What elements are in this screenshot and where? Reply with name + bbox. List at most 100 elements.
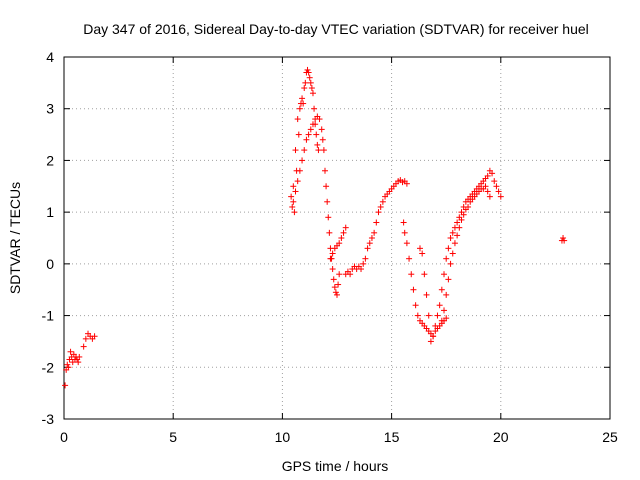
- data-point: [289, 203, 296, 210]
- x-tick-label: 0: [60, 429, 68, 445]
- data-point: [438, 286, 445, 293]
- data-point: [465, 203, 472, 210]
- data-point: [347, 271, 354, 278]
- data-point: [329, 266, 336, 273]
- data-point: [342, 224, 349, 231]
- data-point: [301, 85, 308, 92]
- data-point: [456, 224, 463, 231]
- data-point: [379, 198, 386, 205]
- data-point: [373, 219, 380, 226]
- data-point: [458, 216, 465, 223]
- data-point: [427, 338, 434, 345]
- data-point: [294, 116, 301, 123]
- data-point: [321, 167, 328, 174]
- x-tick-label: 5: [169, 429, 177, 445]
- data-point: [290, 198, 297, 205]
- data-point: [305, 69, 312, 76]
- data-point: [491, 178, 498, 185]
- data-point: [449, 250, 456, 257]
- data-point: [454, 219, 461, 226]
- data-point: [371, 229, 378, 236]
- data-point: [377, 203, 384, 210]
- data-point: [324, 198, 331, 205]
- data-point: [360, 260, 367, 267]
- data-point: [315, 147, 322, 154]
- data-point: [368, 235, 375, 241]
- data-point: [412, 302, 419, 309]
- y-tick-label: 3: [46, 101, 54, 117]
- data-point: [366, 240, 373, 247]
- data-point: [338, 235, 345, 241]
- data-point: [65, 364, 72, 371]
- data-point: [408, 271, 415, 278]
- data-point: [323, 183, 330, 190]
- data-point: [292, 188, 299, 195]
- data-point: [449, 229, 456, 236]
- plot-border: [63, 56, 611, 420]
- data-point: [340, 229, 347, 236]
- data-point: [291, 209, 298, 216]
- data-point: [416, 245, 423, 252]
- data-point: [443, 291, 450, 298]
- data-point: [295, 131, 302, 138]
- data-point: [486, 193, 493, 200]
- data-point: [320, 147, 327, 154]
- x-tick-label: 10: [275, 429, 291, 445]
- data-point: [307, 79, 314, 86]
- data-point: [296, 105, 303, 112]
- data-point: [403, 240, 410, 247]
- x-tick-label: 20: [493, 429, 509, 445]
- data-point: [288, 193, 295, 200]
- data-point: [316, 116, 323, 123]
- data-point: [432, 322, 439, 329]
- y-axis-ticks: -3 -2 -1 0 1 2 3 4: [42, 49, 610, 427]
- x-axis-label: GPS time / hours: [282, 458, 389, 474]
- data-point: [482, 183, 489, 190]
- data-point: [443, 315, 450, 322]
- data-point: [309, 121, 316, 128]
- data-point: [436, 302, 443, 309]
- data-point: [445, 245, 452, 252]
- data-point: [434, 312, 441, 319]
- data-point: [332, 289, 339, 296]
- x-tick-label: 15: [384, 429, 400, 445]
- data-point: [454, 232, 461, 239]
- data-point: [362, 255, 369, 262]
- data-point: [326, 229, 333, 236]
- y-tick-label: 1: [46, 204, 54, 220]
- y-tick-label: 2: [46, 152, 54, 168]
- y-tick-label: 0: [46, 256, 54, 272]
- data-point: [318, 126, 325, 133]
- data-point: [334, 291, 340, 298]
- data-point: [302, 79, 309, 86]
- data-point: [313, 131, 320, 138]
- data-point: [311, 105, 318, 112]
- data-point: [375, 209, 382, 216]
- data-point: [421, 271, 428, 278]
- data-point: [430, 333, 437, 340]
- data-point: [403, 180, 410, 187]
- data-point: [325, 214, 332, 221]
- data-point: [410, 286, 417, 293]
- data-point: [299, 157, 306, 164]
- data-point: [401, 229, 408, 236]
- data-point: [484, 188, 491, 195]
- data-point: [447, 260, 454, 267]
- y-tick-label: -2: [42, 359, 55, 375]
- data-point: [296, 167, 303, 174]
- data-point: [336, 240, 343, 247]
- data-point: [331, 284, 338, 291]
- data-point: [62, 382, 69, 389]
- data-point: [358, 266, 365, 273]
- x-tick-label: 25: [602, 429, 618, 445]
- data-point: [441, 307, 448, 314]
- data-point: [304, 66, 311, 73]
- data-point: [82, 335, 89, 342]
- grid-lines: [64, 57, 610, 419]
- data-point: [423, 291, 430, 298]
- axes: [63, 56, 611, 420]
- data-point: [303, 136, 310, 143]
- data-point: [306, 74, 313, 81]
- data-point: [400, 219, 407, 226]
